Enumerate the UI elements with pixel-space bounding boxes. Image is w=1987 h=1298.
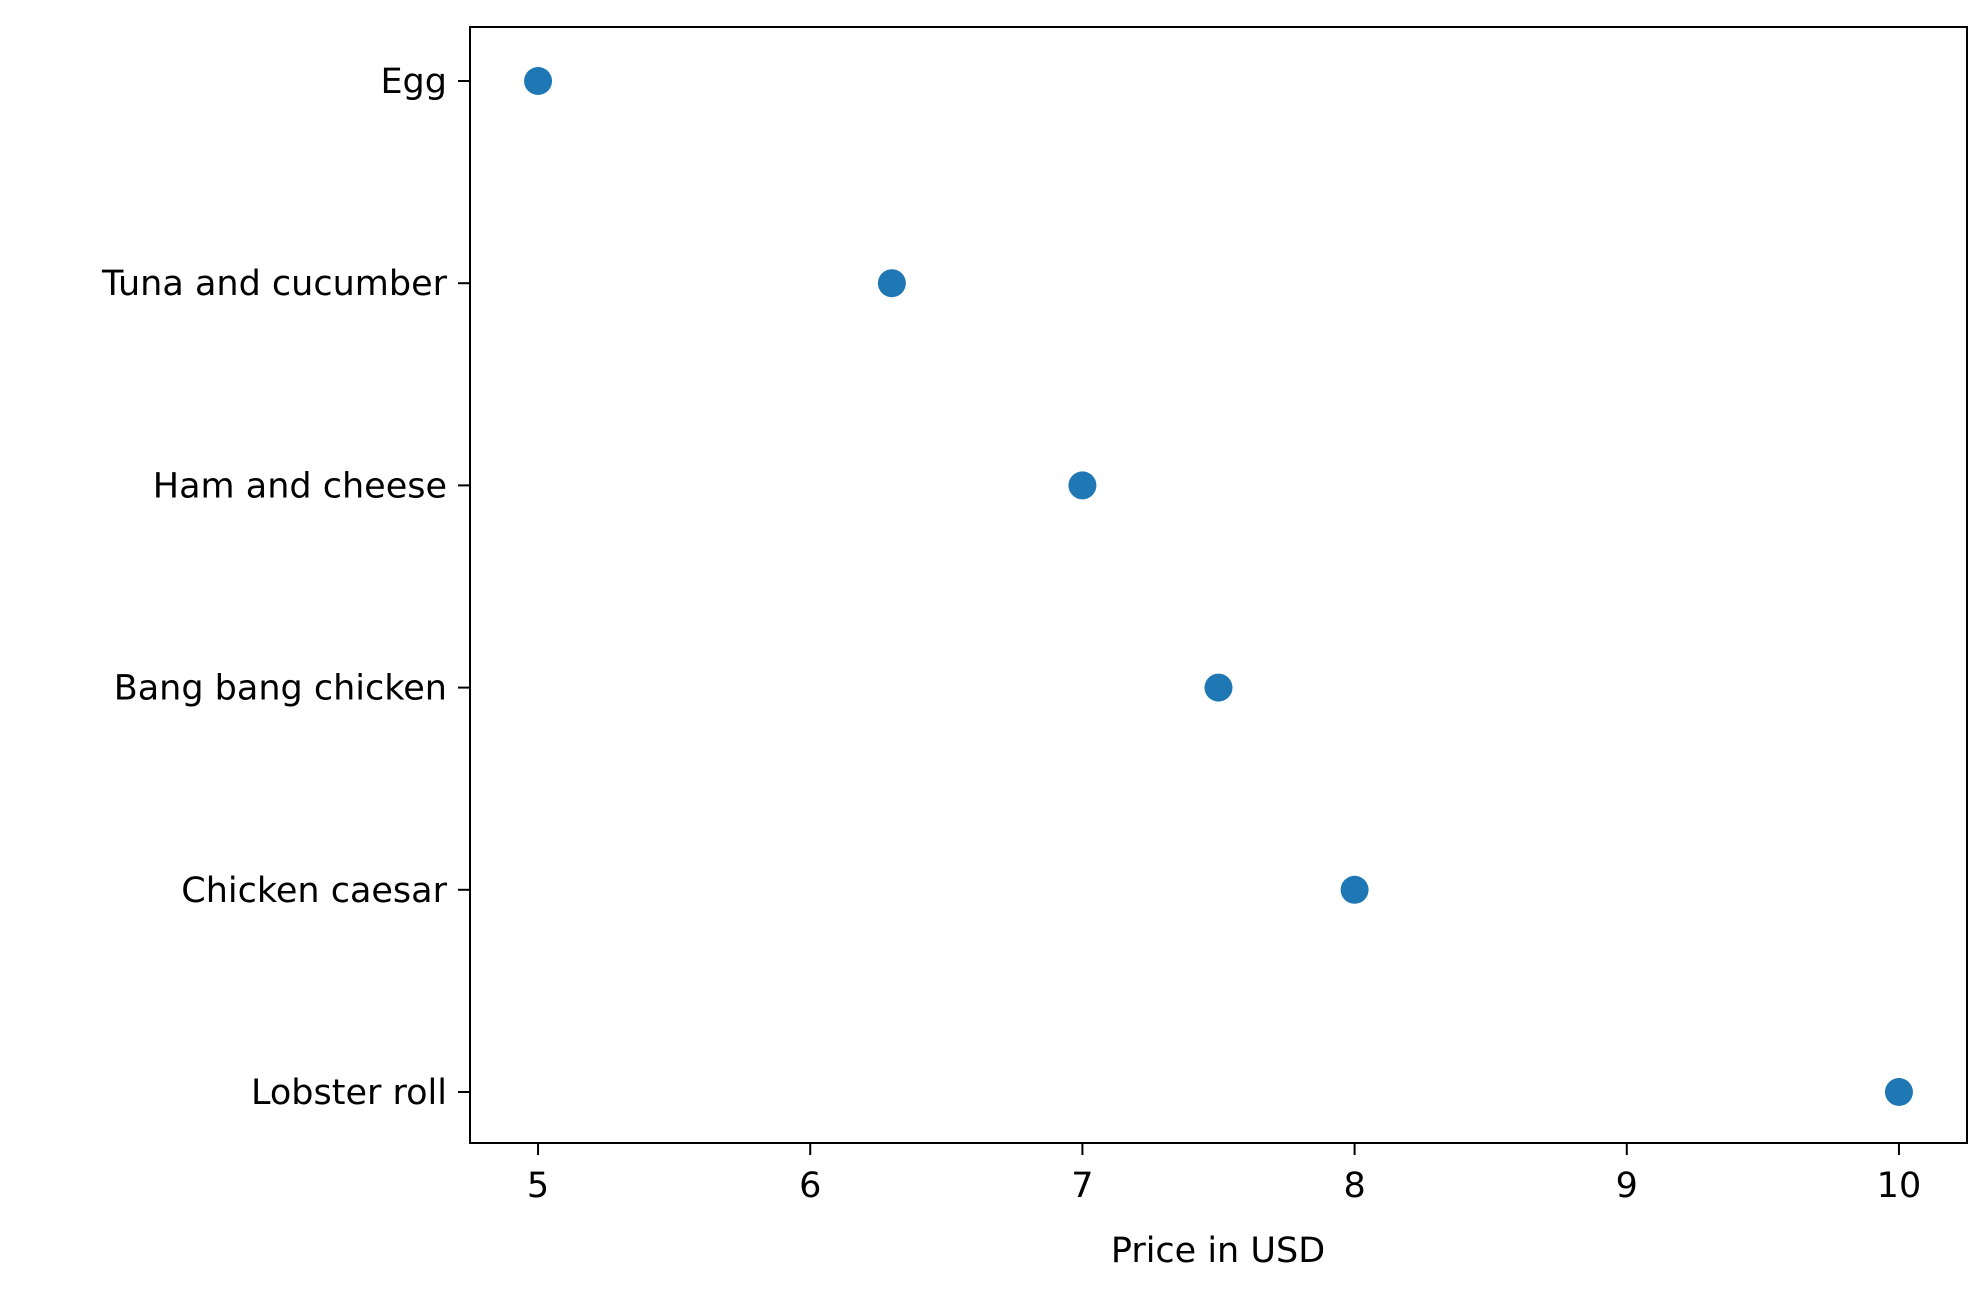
x-tick-label: 5	[527, 1166, 549, 1206]
x-tick-label: 9	[1616, 1166, 1638, 1206]
data-points	[524, 67, 1913, 1106]
data-point	[1204, 673, 1233, 702]
data-point	[1068, 471, 1097, 500]
x-tick-label: 8	[1343, 1166, 1365, 1206]
y-tick-label: Tuna and cucumber	[101, 264, 448, 304]
plot-background	[470, 27, 1967, 1143]
y-tick-label: Bang bang chicken	[114, 669, 447, 709]
y-tick-label: Egg	[380, 62, 447, 102]
y-axis-ticks: Egg Tuna and cucumber Ham and cheese Bang b…	[101, 62, 470, 1113]
y-tick-label: Ham and cheese	[153, 466, 447, 506]
data-point	[1340, 875, 1369, 904]
x-axis-label: Price in USD	[1111, 1231, 1325, 1271]
x-tick-label: 6	[799, 1166, 821, 1206]
x-tick-label: 7	[1071, 1166, 1093, 1206]
x-axis-ticks: 5 6 7 8 9 10	[527, 1143, 1921, 1206]
x-tick-label: 10	[1877, 1166, 1922, 1206]
data-point	[1884, 1078, 1913, 1106]
data-point	[524, 67, 553, 95]
plot-frame	[469, 26, 1968, 1144]
data-point	[877, 269, 906, 298]
y-tick-label: Lobster roll	[251, 1073, 447, 1113]
y-tick-label: Chicken caesar	[181, 871, 447, 911]
